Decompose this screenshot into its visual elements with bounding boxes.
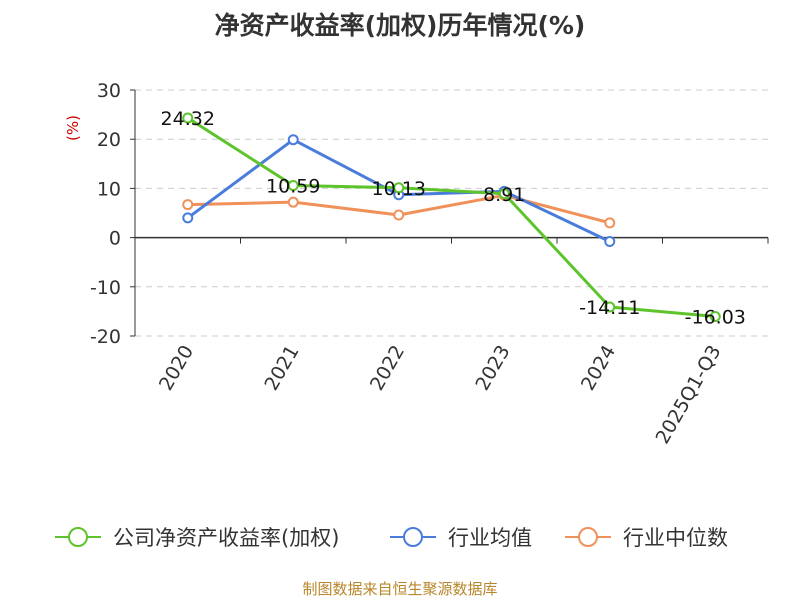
data-label: 10.59 — [266, 175, 320, 197]
x-tick-label: 2020 — [155, 342, 198, 395]
data-label: 8.91 — [483, 184, 525, 206]
legend-item: 公司净资产收益率(加权) — [55, 526, 339, 550]
data-point — [709, 310, 721, 322]
data-label: 10.13 — [372, 178, 426, 200]
data-point — [287, 134, 299, 146]
x-tick-label: 2021 — [260, 342, 303, 395]
data-point — [498, 188, 510, 200]
legend-item: 行业均值 — [390, 526, 532, 550]
x-tick-label: 2024 — [577, 342, 620, 395]
y-axis-unit-label: (%) — [64, 115, 82, 141]
data-point — [182, 212, 194, 224]
data-point — [287, 196, 299, 208]
data-point — [287, 179, 299, 191]
data-label: 24.32 — [161, 108, 215, 130]
y-tick-label: 30 — [97, 80, 121, 102]
data-point — [393, 182, 405, 194]
data-label: -14.11 — [579, 297, 640, 319]
y-tick-label: 0 — [109, 228, 121, 250]
source-footer: 制图数据来自恒生聚源数据库 — [302, 580, 498, 598]
data-point — [604, 236, 616, 248]
y-tick-label: -10 — [90, 277, 121, 299]
x-tick-label: 2022 — [366, 342, 409, 395]
data-point — [182, 199, 194, 211]
data-point — [604, 217, 616, 229]
legend-label: 公司净资产收益率(加权) — [113, 526, 339, 550]
y-tick-label: -20 — [90, 326, 121, 348]
x-tick-label: 2023 — [471, 342, 514, 395]
legend: 公司净资产收益率(加权) 行业均值 行业中位数 — [55, 526, 728, 550]
data-label: -16.03 — [685, 306, 746, 328]
legend-marker — [578, 527, 598, 547]
y-tick-label: 20 — [97, 129, 121, 151]
legend-label: 行业中位数 — [623, 526, 728, 550]
data-point — [182, 112, 194, 124]
chart-title: 净资产收益率(加权)历年情况(%) — [214, 11, 586, 40]
y-tick-label: 10 — [97, 178, 121, 200]
grid-lines — [135, 89, 768, 337]
legend-item: 行业中位数 — [565, 526, 728, 550]
axes: 30 20 10 0 -10 -20 2020 2021 2022 2023 2024 2025Q1-… — [90, 80, 769, 448]
data-point — [393, 209, 405, 221]
x-tick-label: 2025Q1-Q3 — [652, 342, 726, 448]
legend-marker — [403, 527, 423, 547]
legend-marker — [68, 527, 88, 547]
data-labels: 24.32 10.59 10.13 8.91 -14.11 -16.03 — [161, 108, 746, 329]
series-line — [186, 116, 716, 318]
legend-label: 行业均值 — [448, 526, 532, 550]
data-point — [604, 301, 616, 313]
series — [182, 112, 721, 322]
